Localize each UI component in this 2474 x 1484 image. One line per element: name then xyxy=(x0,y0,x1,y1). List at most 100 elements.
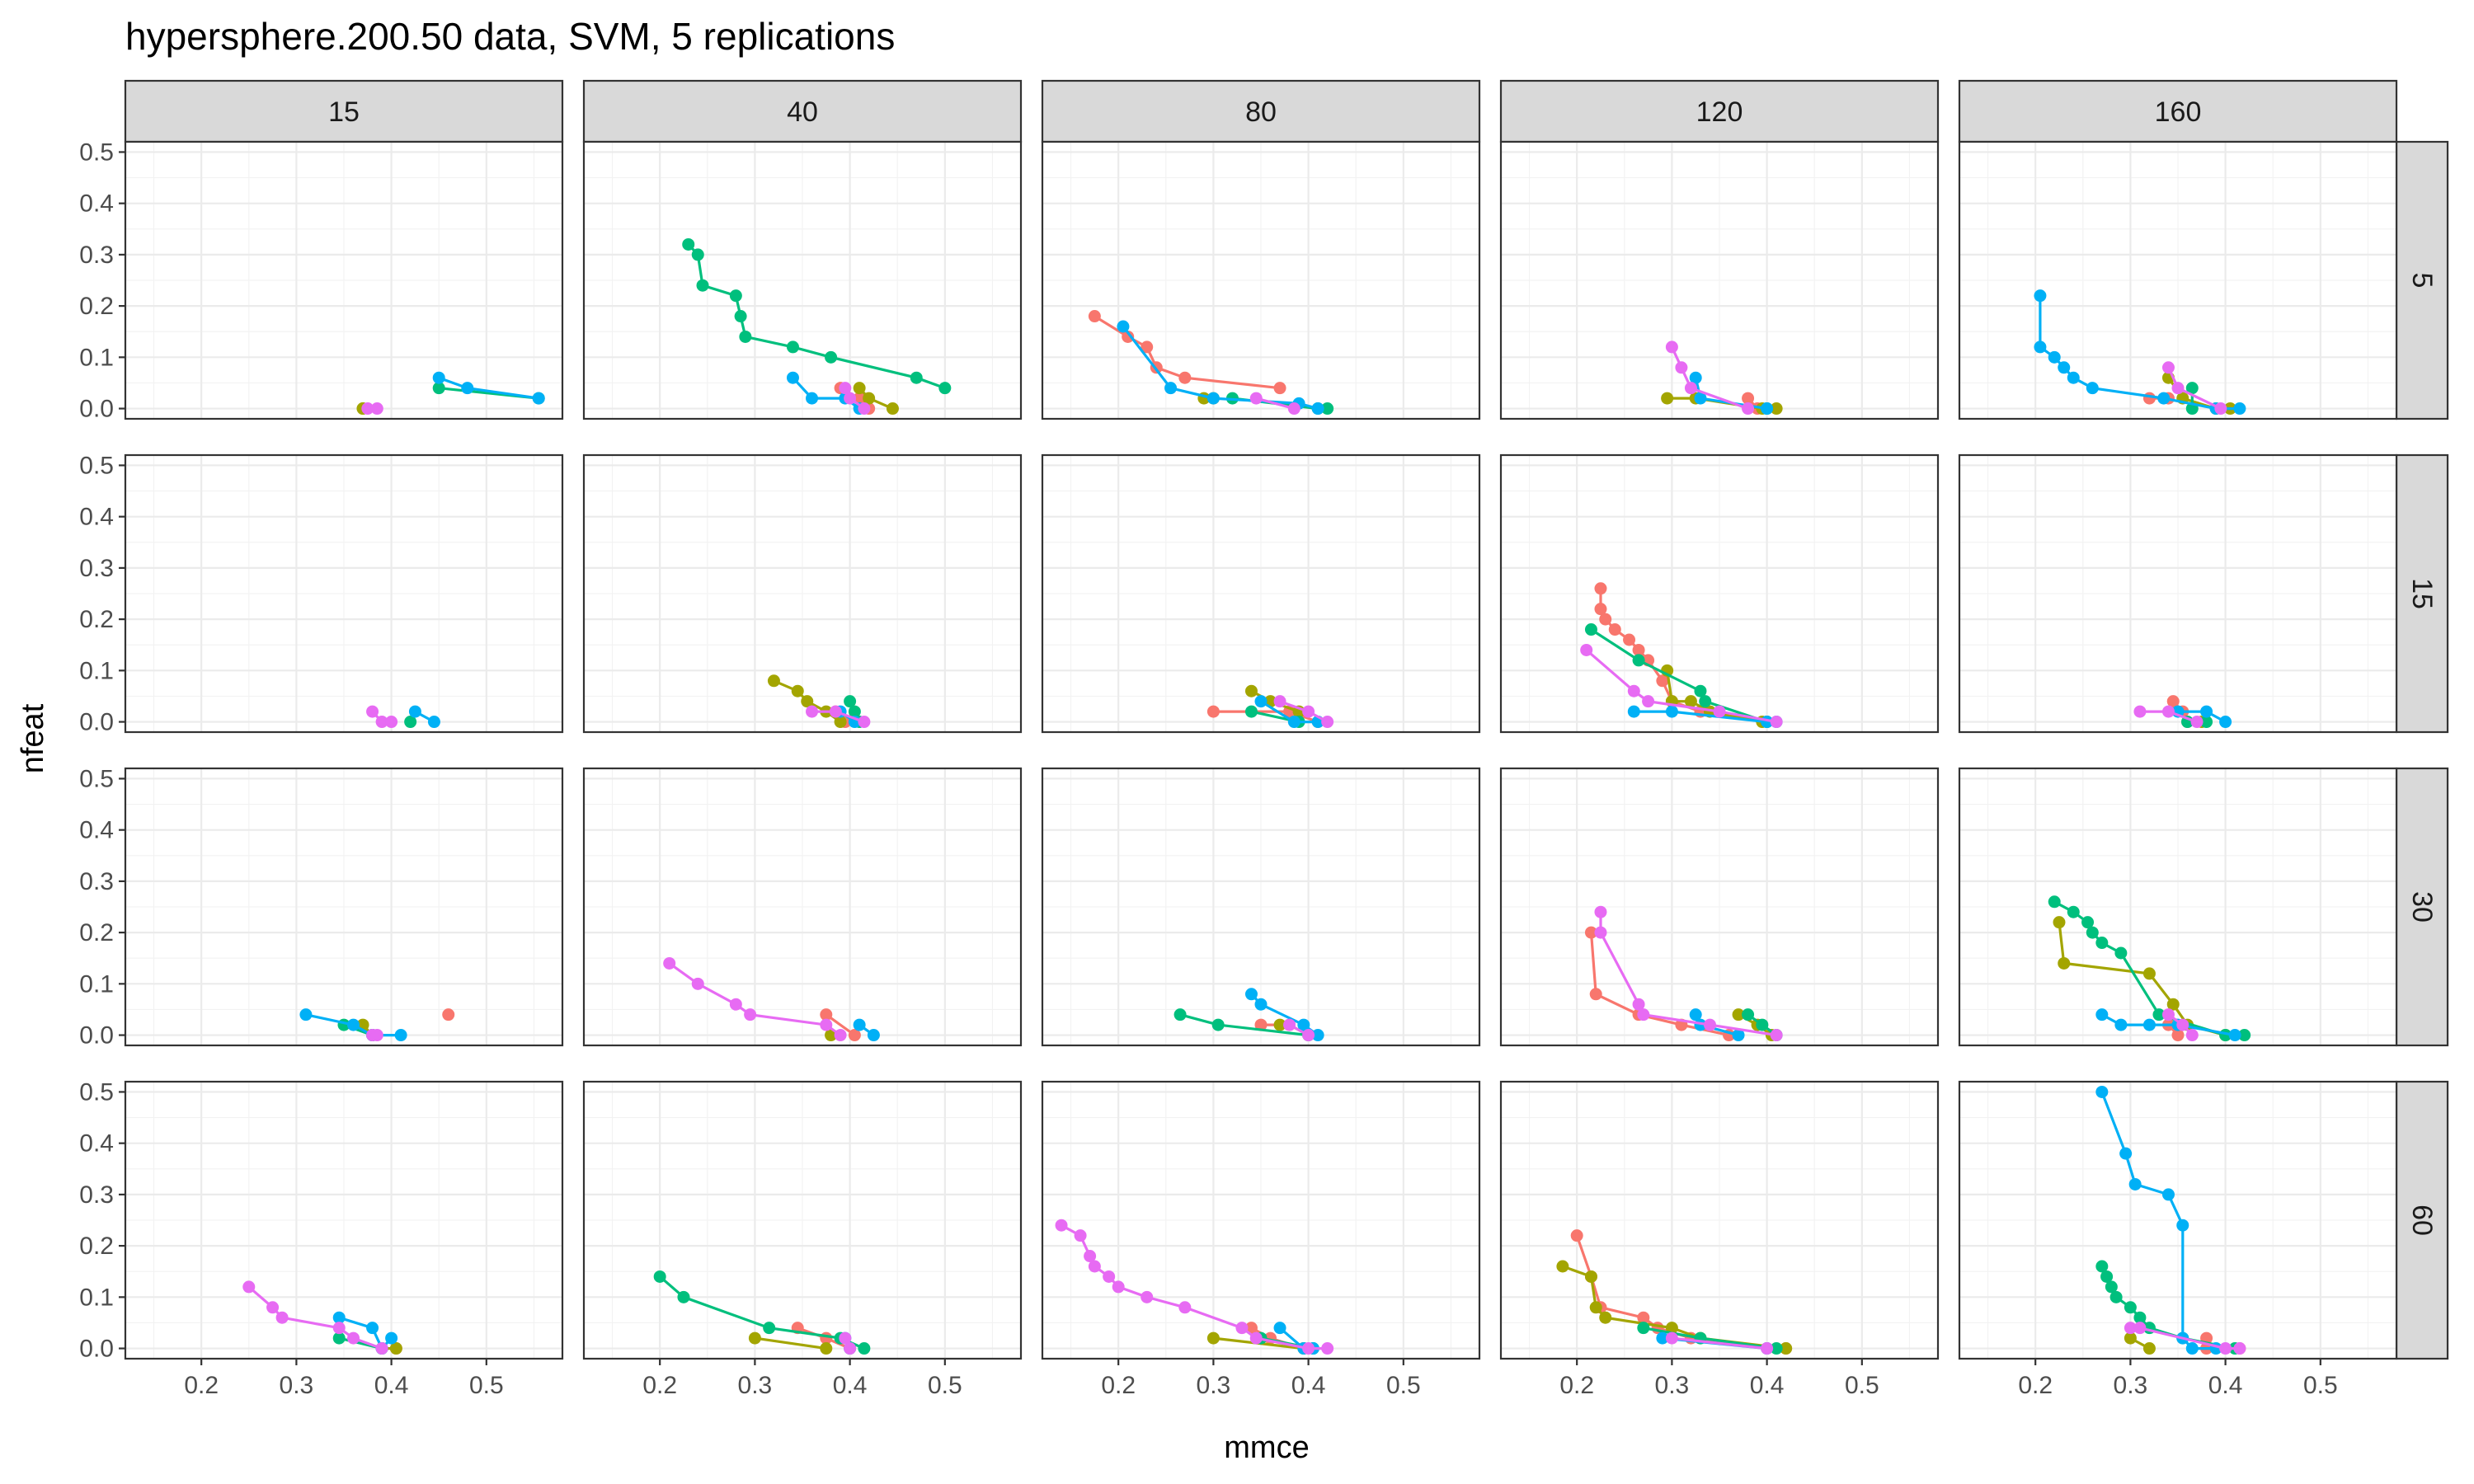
data-point xyxy=(858,716,871,729)
x-tick-label: 0.3 xyxy=(1197,1372,1231,1399)
data-point xyxy=(2171,382,2185,395)
data-point xyxy=(938,382,952,395)
data-point xyxy=(2228,1029,2241,1042)
data-point xyxy=(1164,382,1178,395)
data-point xyxy=(408,705,421,718)
data-point xyxy=(1632,654,1645,667)
data-point xyxy=(1084,1250,1097,1263)
data-point xyxy=(2200,716,2213,729)
data-point xyxy=(2161,705,2175,718)
data-point xyxy=(1088,310,1101,323)
y-tick-label: 0.4 xyxy=(79,504,114,531)
facet-panel xyxy=(1499,453,1940,734)
y-tick-label: 0.3 xyxy=(79,1181,114,1209)
data-point xyxy=(820,1018,833,1031)
panel-border xyxy=(582,1080,1023,1360)
data-point xyxy=(266,1301,280,1314)
facet-panel: 0.0 0.1 0.2 0.3 0.4 0.5 xyxy=(79,452,564,736)
facet-panel: 0.2 0.3 0.4 0.5 xyxy=(1958,1080,2398,1399)
data-point xyxy=(1273,1322,1286,1335)
column-strip-label: 15 xyxy=(328,96,360,128)
data-point xyxy=(786,340,799,354)
data-point xyxy=(2095,937,2109,950)
data-point xyxy=(763,1322,776,1335)
panel-border xyxy=(582,140,1023,420)
data-point xyxy=(2171,1029,2185,1042)
data-point xyxy=(1211,1018,1225,1031)
data-point xyxy=(691,248,704,261)
data-point xyxy=(366,705,379,718)
data-point xyxy=(1174,1008,1187,1021)
data-point xyxy=(1589,1301,1602,1314)
data-point xyxy=(1141,340,1154,354)
facet-panel xyxy=(1958,767,2398,1047)
y-tick-label: 0.1 xyxy=(79,657,114,684)
data-point xyxy=(691,977,704,990)
data-point xyxy=(806,705,819,718)
data-point xyxy=(839,382,852,395)
data-point xyxy=(801,695,814,708)
data-point xyxy=(1656,1331,1669,1345)
panel-border xyxy=(1041,140,1481,420)
data-point xyxy=(2142,392,2156,405)
data-point xyxy=(767,674,780,688)
data-point xyxy=(2053,916,2066,929)
panel-border xyxy=(124,767,564,1047)
data-point xyxy=(786,371,799,384)
y-tick-label: 0.0 xyxy=(79,709,114,736)
series-line xyxy=(1255,397,1295,411)
column-strip-label: 120 xyxy=(1696,96,1743,128)
x-axis-title: mmce xyxy=(1224,1430,1309,1465)
data-point xyxy=(1694,684,1707,697)
facet-panel xyxy=(1958,140,2398,420)
panels-layer: 15 40 80 120 16051530600.00.10.20.30.40.50.0… xyxy=(79,79,2449,1399)
data-point xyxy=(910,371,923,384)
y-tick-label: 0.3 xyxy=(79,555,114,582)
facet-panel: 0.2 0.3 0.4 0.5 xyxy=(1041,1080,1481,1399)
data-point xyxy=(375,1342,388,1355)
panel-border xyxy=(1499,140,1940,420)
data-point xyxy=(2157,392,2171,405)
data-point xyxy=(1732,1029,1745,1042)
data-point xyxy=(2048,350,2061,364)
data-point xyxy=(1311,1029,1324,1042)
data-point xyxy=(1254,998,1268,1011)
data-point xyxy=(1699,695,1712,708)
data-point xyxy=(1770,1342,1783,1355)
data-point xyxy=(347,1018,360,1031)
data-point xyxy=(1627,705,1640,718)
panel-border xyxy=(582,453,1023,734)
x-tick-label: 0.4 xyxy=(374,1372,409,1399)
panel-border xyxy=(124,453,564,734)
panel-border xyxy=(1499,453,1940,734)
data-point xyxy=(2152,1008,2166,1021)
data-point xyxy=(844,695,857,708)
row-strip-label: 30 xyxy=(2406,891,2438,923)
data-point xyxy=(2124,1331,2137,1345)
data-point xyxy=(370,1029,383,1042)
data-point xyxy=(1627,684,1640,697)
data-point xyxy=(696,279,709,292)
data-point xyxy=(299,1008,313,1021)
data-point xyxy=(1623,633,1636,646)
data-point xyxy=(347,1331,360,1345)
data-point xyxy=(1594,905,1607,918)
data-point xyxy=(2142,967,2156,980)
data-point xyxy=(820,1008,833,1021)
data-point xyxy=(853,382,866,395)
panel-border xyxy=(1041,453,1481,734)
data-point xyxy=(332,1311,346,1324)
column-strip xyxy=(582,79,1023,143)
data-point xyxy=(1742,1008,1755,1021)
facet-panel xyxy=(1958,453,2398,734)
data-point xyxy=(2128,1177,2142,1190)
data-point xyxy=(370,402,383,416)
data-point xyxy=(834,716,847,729)
data-point xyxy=(2133,705,2147,718)
data-point xyxy=(1302,705,1315,718)
data-point xyxy=(2161,1008,2175,1021)
panel-border xyxy=(1041,767,1481,1047)
panel-border xyxy=(1499,767,1940,1047)
x-tick-label: 0.3 xyxy=(2114,1372,2148,1399)
data-point xyxy=(1713,705,1726,718)
